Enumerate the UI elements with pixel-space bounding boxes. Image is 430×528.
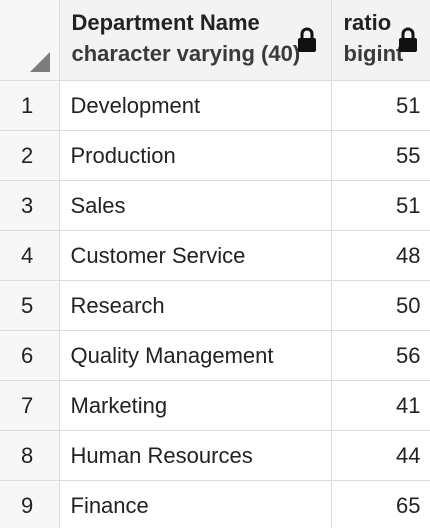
column-header-ratio[interactable]: ratio bigint [330, 0, 430, 81]
table-row[interactable]: 8 Human Resources 44 [0, 430, 430, 481]
row-number[interactable]: 8 [0, 430, 60, 481]
table-row[interactable]: 1 Development 51 [0, 80, 430, 131]
cell-ratio[interactable]: 41 [330, 380, 430, 431]
cell-department-name[interactable]: Development [58, 80, 332, 131]
lock-icon [297, 27, 316, 52]
cell-department-name[interactable]: Quality Management [58, 330, 332, 381]
cell-department-name[interactable]: Marketing [58, 380, 332, 431]
cell-department-name[interactable]: Research [58, 280, 332, 331]
table-row[interactable]: 5 Research 50 [0, 280, 430, 331]
table-row[interactable]: 3 Sales 51 [0, 180, 430, 231]
lock-icon [398, 27, 417, 52]
table-row[interactable]: 9 Finance 65 [0, 480, 430, 528]
column-header-department-name[interactable]: Department Name character varying (40) [58, 0, 332, 81]
cell-ratio[interactable]: 51 [330, 80, 430, 131]
column-type: bigint [343, 41, 404, 66]
cell-ratio[interactable]: 55 [330, 130, 430, 181]
cell-ratio[interactable]: 56 [330, 330, 430, 381]
row-number[interactable]: 9 [0, 480, 60, 528]
table-row[interactable]: 6 Quality Management 56 [0, 330, 430, 381]
column-title: Department Name [71, 10, 260, 35]
table-row[interactable]: 4 Customer Service 48 [0, 230, 430, 281]
cell-department-name[interactable]: Human Resources [58, 430, 332, 481]
header-row: Department Name character varying (40) r… [0, 0, 430, 81]
column-title: ratio [343, 10, 392, 35]
row-number[interactable]: 6 [0, 330, 60, 381]
row-number[interactable]: 7 [0, 380, 60, 431]
row-number[interactable]: 4 [0, 230, 60, 281]
table-row[interactable]: 7 Marketing 41 [0, 380, 430, 431]
row-number[interactable]: 1 [0, 80, 60, 131]
cell-ratio[interactable]: 48 [330, 230, 430, 281]
cell-ratio[interactable]: 51 [330, 180, 430, 231]
cell-department-name[interactable]: Sales [58, 180, 332, 231]
row-number[interactable]: 5 [0, 280, 60, 331]
cell-department-name[interactable]: Finance [58, 480, 332, 528]
cell-department-name[interactable]: Customer Service [58, 230, 332, 281]
cell-ratio[interactable]: 50 [330, 280, 430, 331]
table-row[interactable]: 2 Production 55 [0, 130, 430, 181]
select-all-triangle-icon [29, 52, 50, 72]
row-number[interactable]: 3 [0, 180, 60, 231]
select-all-corner[interactable] [0, 0, 60, 81]
column-type: character varying (40) [71, 41, 301, 66]
row-number[interactable]: 2 [0, 130, 60, 181]
cell-department-name[interactable]: Production [58, 130, 332, 181]
cell-ratio[interactable]: 44 [330, 430, 430, 481]
cell-ratio[interactable]: 65 [330, 480, 430, 528]
